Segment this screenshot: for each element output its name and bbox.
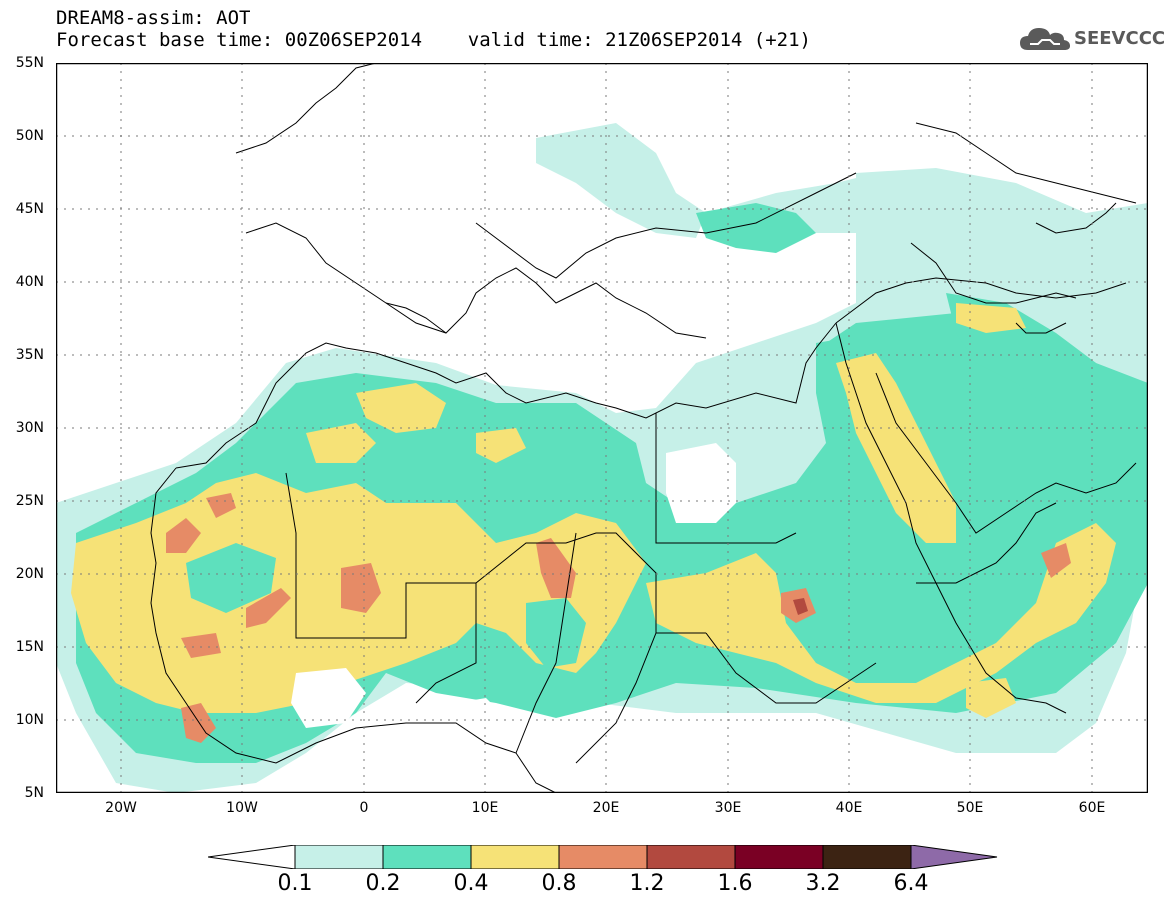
lon-label-20w: 20W bbox=[105, 800, 137, 816]
map-border bbox=[56, 63, 1148, 793]
lat-label-55n: 55N bbox=[15, 55, 44, 71]
seevccc-logo: SEEVCCC bbox=[1018, 22, 1165, 56]
forecast-times: Forecast base time: 00Z06SEP2014 valid t… bbox=[56, 29, 811, 51]
lon-label-0: 0 bbox=[359, 800, 369, 816]
colorbar-underflow-triangle bbox=[208, 845, 296, 869]
colorbar-label-0-8: 0.8 bbox=[541, 871, 577, 896]
lon-label-10e: 10E bbox=[471, 800, 499, 816]
colorbar-label-0-1: 0.1 bbox=[277, 871, 313, 896]
lon-label-60e: 60E bbox=[1078, 800, 1106, 816]
logo-text: SEEVCCC bbox=[1074, 28, 1165, 49]
lat-label-25n: 25N bbox=[15, 493, 44, 509]
lat-label-30n: 30N bbox=[15, 420, 44, 436]
aot-colorbar bbox=[208, 845, 998, 869]
aot-map bbox=[56, 63, 1148, 793]
lat-label-50n: 50N bbox=[15, 128, 44, 144]
colorbar-bin-1 bbox=[294, 845, 384, 869]
lat-label-35n: 35N bbox=[15, 347, 44, 363]
colorbar-label-3-2: 3.2 bbox=[805, 871, 841, 896]
lon-label-10w: 10W bbox=[226, 800, 258, 816]
colorbar-label-1-2: 1.2 bbox=[629, 871, 665, 896]
colorbar-bin-2 bbox=[382, 845, 472, 869]
colorbar-label-0-4: 0.4 bbox=[453, 871, 489, 896]
lon-label-20e: 20E bbox=[592, 800, 620, 816]
lon-label-40e: 40E bbox=[835, 800, 863, 816]
cloud-icon bbox=[1020, 28, 1070, 50]
colorbar-bin-3 bbox=[470, 845, 560, 869]
colorbar-bin-7 bbox=[822, 845, 912, 869]
lon-label-30e: 30E bbox=[714, 800, 742, 816]
colorbar-label-6-4: 6.4 bbox=[893, 871, 929, 896]
lat-label-40n: 40N bbox=[15, 274, 44, 290]
colorbar-bin-6 bbox=[734, 845, 824, 869]
lat-label-20n: 20N bbox=[15, 566, 44, 582]
lon-label-50e: 50E bbox=[956, 800, 984, 816]
lat-label-45n: 45N bbox=[15, 201, 44, 217]
lat-label-10n: 10N bbox=[15, 712, 44, 728]
graticule bbox=[56, 63, 1148, 793]
map-title: DREAM8-assim: AOT bbox=[56, 7, 251, 29]
colorbar-label-1-6: 1.6 bbox=[717, 871, 753, 896]
lat-label-15n: 15N bbox=[15, 639, 44, 655]
colorbar-overflow-triangle bbox=[910, 845, 998, 869]
colorbar-label-0-2: 0.2 bbox=[365, 871, 401, 896]
colorbar-bin-5 bbox=[646, 845, 736, 869]
lat-label-5n: 5N bbox=[24, 785, 44, 801]
colorbar-bin-4 bbox=[558, 845, 648, 869]
coastlines bbox=[150, 63, 1137, 793]
